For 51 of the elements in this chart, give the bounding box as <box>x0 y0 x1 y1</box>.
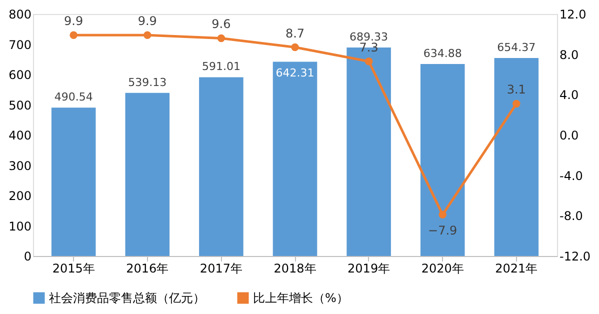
bar <box>51 108 96 256</box>
data-label: 9.9 <box>64 14 84 28</box>
data-label: 591.01 <box>202 60 240 74</box>
y-tick-label: 600 <box>8 68 32 82</box>
bar <box>125 92 170 256</box>
y2-tick-label: -12.0 <box>560 250 591 264</box>
point <box>217 34 226 42</box>
data-label: 3.1 <box>506 82 526 97</box>
point <box>70 31 78 40</box>
point <box>291 43 299 52</box>
y2-tick-label: 4.0 <box>560 88 579 102</box>
x-tick-label: 2018年 <box>274 262 316 276</box>
bar <box>272 62 318 256</box>
y-tick-label: 200 <box>8 189 32 203</box>
y2-tick-label: 0.0 <box>560 128 579 142</box>
y-tick-label: 800 <box>8 8 32 22</box>
x-tick-label: 2019年 <box>348 262 390 276</box>
x-tick-label: 2015年 <box>52 262 95 276</box>
x-tick-label: 2017年 <box>200 262 242 276</box>
data-label: 634.88 <box>423 46 462 60</box>
y2-tick-label: -8.0 <box>560 209 583 224</box>
y2-tick-label: -4.0 <box>560 168 583 183</box>
point <box>364 58 373 66</box>
x-tick-label: 2021年 <box>495 262 538 276</box>
y2-tick-label: 8.0 <box>560 48 579 62</box>
legend-label: 比上年增长（%） <box>253 291 348 305</box>
y-tick-label: 700 <box>8 38 32 52</box>
legend-label: 社会消费品零售总额（亿元） <box>49 291 205 305</box>
bar <box>494 58 539 256</box>
x-tick-label: 2016年 <box>126 262 169 276</box>
y-tick-label: 500 <box>8 98 32 112</box>
point <box>438 210 446 219</box>
data-label: 9.6 <box>212 17 231 32</box>
bar <box>420 64 465 256</box>
y-tick-label: 0 <box>24 250 32 264</box>
data-label: 642.31 <box>276 66 314 80</box>
data-label: 8.7 <box>285 26 305 40</box>
data-label: 490.54 <box>54 90 93 104</box>
y-tick-label: 300 <box>8 158 32 173</box>
data-label: 654.37 <box>497 41 536 54</box>
point <box>512 100 520 108</box>
y-tick-label: 100 <box>8 219 32 234</box>
data-label: 9.9 <box>138 14 157 28</box>
data-label: 539.13 <box>128 76 167 89</box>
data-label: −7.9 <box>428 224 458 238</box>
y-tick-label: 400 <box>8 128 32 142</box>
data-label: 689.33 <box>350 30 388 44</box>
point <box>144 31 152 40</box>
x-tick-label: 2020年 <box>421 262 464 276</box>
bar <box>199 77 244 256</box>
y2-tick-label: 12.0 <box>560 8 586 22</box>
